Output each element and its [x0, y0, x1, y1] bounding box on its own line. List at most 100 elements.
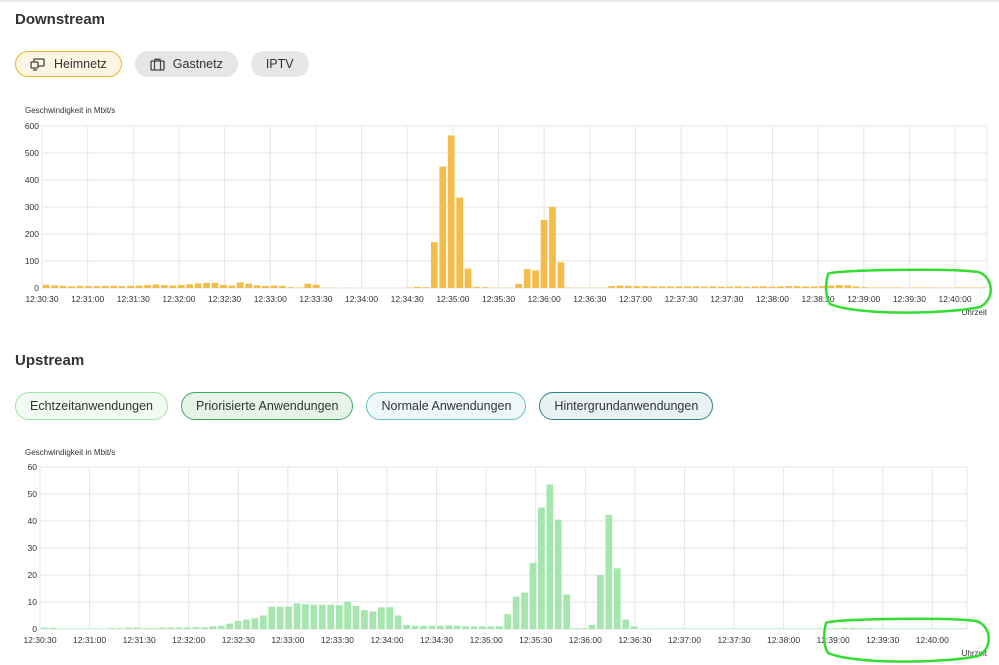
bar	[625, 286, 632, 288]
tab-gastnetz-label: Gastnetz	[173, 57, 223, 71]
bar	[971, 287, 978, 288]
bar	[60, 286, 67, 288]
bar	[403, 625, 410, 629]
bar	[673, 628, 680, 629]
y-tick-label: 100	[25, 256, 39, 266]
bar	[684, 286, 691, 288]
x-tick-label: 12:40:00	[938, 294, 971, 304]
tab-echtzeitanwendungen[interactable]: Echtzeitanwendungen	[15, 392, 168, 420]
x-tick-label: 12:35:00	[436, 294, 469, 304]
bar	[212, 283, 219, 288]
y-tick-label: 60	[28, 462, 38, 472]
bar	[150, 628, 157, 629]
bar	[589, 625, 596, 629]
bar	[304, 284, 311, 288]
tab-iptv[interactable]: IPTV	[251, 51, 309, 77]
bar	[159, 628, 166, 629]
tab-gastnetz[interactable]: Gastnetz	[135, 51, 238, 77]
bar	[735, 286, 742, 288]
bar	[546, 485, 553, 629]
bar	[934, 628, 941, 629]
bar	[723, 628, 730, 629]
bar	[487, 626, 494, 629]
bar	[51, 285, 58, 288]
bar	[920, 287, 927, 288]
bar	[555, 520, 562, 629]
bar	[66, 628, 73, 629]
y-tick-label: 40	[28, 516, 38, 526]
downstream-chart: Geschwindigkeit in Mbit/s010020030040050…	[0, 102, 999, 317]
y-tick-label: 20	[28, 570, 38, 580]
bar	[566, 287, 573, 288]
bar	[117, 628, 124, 629]
bar	[136, 286, 143, 288]
x-tick-label: 12:31:30	[117, 294, 150, 304]
tab-iptv-label: IPTV	[266, 57, 294, 71]
bar	[456, 198, 463, 288]
bar	[816, 628, 823, 629]
bar	[243, 620, 250, 629]
x-tick-label: 12:34:30	[420, 635, 453, 645]
bar	[979, 287, 986, 288]
bar	[943, 628, 950, 629]
tab-heimnetz[interactable]: Heimnetz	[15, 51, 122, 77]
bar	[479, 626, 486, 629]
bar	[473, 287, 480, 288]
tab-normale-anwendungen[interactable]: Normale Anwendungen	[366, 392, 526, 420]
bar	[895, 287, 902, 288]
bar	[412, 626, 419, 629]
bar	[811, 286, 818, 288]
y-tick-label: 10	[28, 597, 38, 607]
bar	[858, 628, 865, 629]
upstream-tabs: Echtzeitanwendungen Priorisierte Anwendu…	[15, 392, 713, 420]
bar	[496, 626, 503, 629]
x-tick-label: 12:38:00	[756, 294, 789, 304]
bar	[799, 628, 806, 629]
x-tick-label: 12:32:30	[222, 635, 255, 645]
bar	[549, 207, 556, 288]
bar	[515, 284, 522, 288]
bar	[218, 626, 225, 629]
bar	[482, 287, 489, 288]
top-divider	[0, 0, 999, 2]
y-tick-label: 300	[25, 202, 39, 212]
bar	[791, 628, 798, 629]
bar	[344, 601, 351, 629]
bar	[887, 287, 894, 288]
x-tick-label: 12:33:00	[254, 294, 287, 304]
bar	[127, 286, 134, 288]
tab-priorisierte-anwendungen[interactable]: Priorisierte Anwendungen	[181, 392, 353, 420]
bar	[228, 286, 235, 288]
tab-hintergrundanwendungen[interactable]: Hintergrundanwendungen	[539, 392, 713, 420]
bar	[639, 628, 646, 629]
tab-normal-label: Normale Anwendungen	[381, 399, 511, 413]
x-tick-label: 12:39:30	[866, 635, 899, 645]
bar	[743, 287, 750, 288]
y-tick-label: 500	[25, 148, 39, 158]
bar	[926, 628, 933, 629]
bar	[538, 508, 545, 630]
bar	[58, 628, 65, 629]
bar	[260, 616, 267, 630]
bar	[701, 287, 708, 288]
bar	[912, 287, 919, 288]
bar	[884, 628, 891, 629]
bar	[766, 628, 773, 629]
bar	[153, 284, 160, 288]
x-tick-label: 12:37:00	[668, 635, 701, 645]
bar	[336, 605, 343, 629]
y-tick-label: 400	[25, 175, 39, 185]
bar	[237, 282, 244, 288]
x-tick-label: 12:32:00	[172, 635, 205, 645]
bar	[235, 621, 242, 629]
bar	[439, 167, 446, 289]
x-tick-label: 12:31:30	[123, 635, 156, 645]
bar	[622, 620, 629, 629]
bar	[178, 285, 185, 288]
bar	[428, 626, 435, 629]
bar	[524, 269, 531, 288]
bar	[530, 563, 537, 629]
bar	[279, 286, 286, 288]
bar	[226, 624, 233, 629]
bar	[169, 286, 176, 288]
